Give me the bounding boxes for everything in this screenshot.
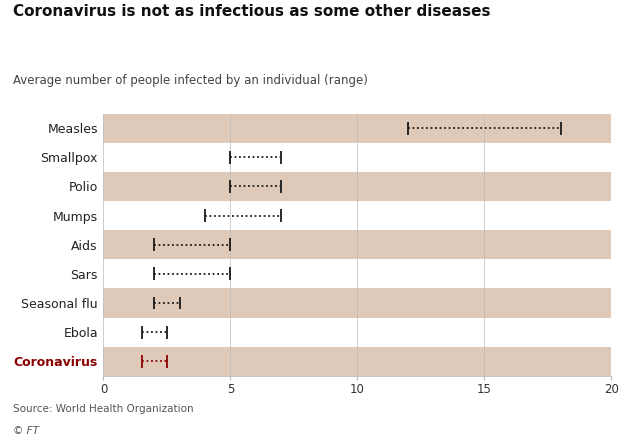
Text: Average number of people infected by an individual (range): Average number of people infected by an … xyxy=(13,74,367,87)
Text: Coronavirus is not as infectious as some other diseases: Coronavirus is not as infectious as some… xyxy=(13,4,490,19)
Bar xyxy=(103,114,611,143)
Bar xyxy=(103,143,611,172)
Bar xyxy=(103,318,611,347)
Bar xyxy=(103,347,611,376)
Bar xyxy=(103,288,611,318)
Text: © FT: © FT xyxy=(13,426,38,436)
Bar xyxy=(103,259,611,288)
Bar xyxy=(103,230,611,259)
Text: Source: World Health Organization: Source: World Health Organization xyxy=(13,404,193,414)
Bar xyxy=(103,201,611,230)
Bar xyxy=(103,172,611,201)
